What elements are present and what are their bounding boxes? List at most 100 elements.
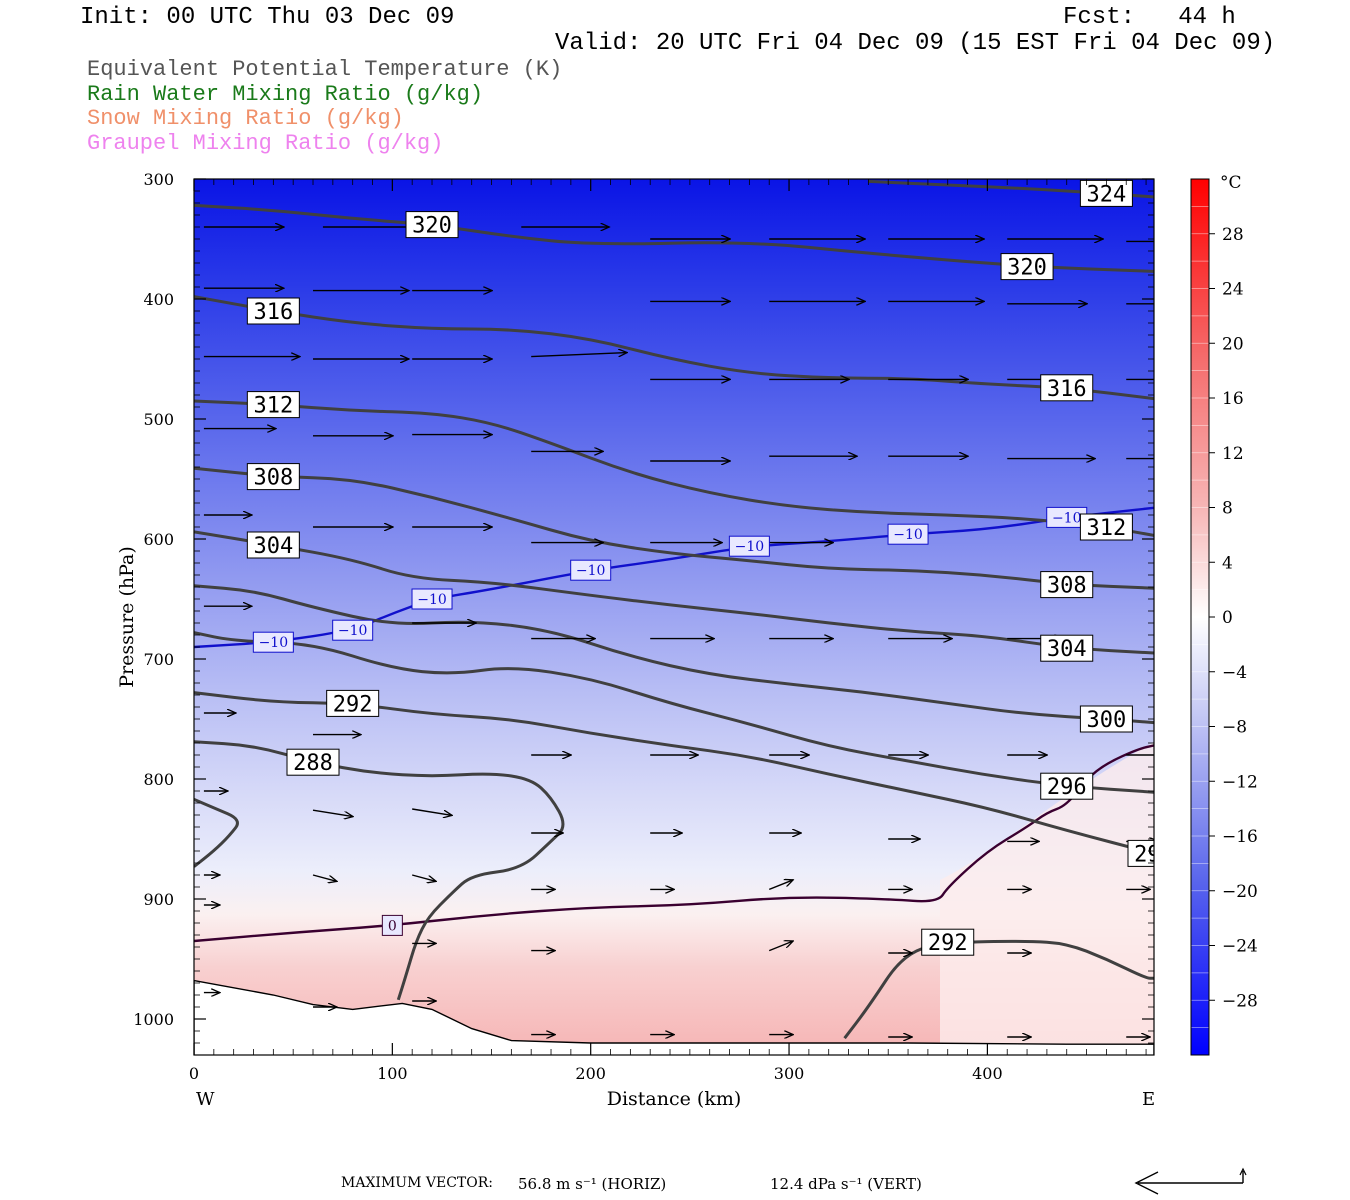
theta-e-label-box <box>1040 772 1094 800</box>
theta-e-label: 308 <box>1047 574 1087 599</box>
colorbar-tick-label: 24 <box>1222 280 1244 300</box>
y-tick-label: 700 <box>143 650 174 669</box>
y-tick-label: 900 <box>143 890 174 909</box>
y-tick-label: 800 <box>143 770 174 789</box>
cross-section-chart: 0 −10 −10 −10 −10 −10 −10 −10 324 320 320 316 316 312… <box>116 170 1258 1110</box>
forecast-hour-label: Fcst: 44 h <box>1063 4 1236 31</box>
theta-e-contour-320 <box>194 203 1154 273</box>
theta-e-label-box <box>1040 571 1094 599</box>
theta-e-label: 308 <box>253 466 293 491</box>
isotherm-label: −10 <box>417 592 447 608</box>
wind-vector <box>412 874 436 881</box>
theta-e-label-box <box>246 463 300 491</box>
x-axis-east-label: E <box>1142 1089 1155 1110</box>
legend-theta-e: Equivalent Potential Temperature (K) <box>87 57 563 82</box>
theta-e-label-box <box>405 211 459 239</box>
max-vector-label: MAXIMUM VECTOR: <box>341 1175 493 1191</box>
theta-e-contour-unlabeled <box>194 798 239 868</box>
isotherm-label: −10 <box>893 527 923 543</box>
y-tick-label: 300 <box>143 170 174 189</box>
isotherm-label-box <box>381 914 403 936</box>
legend-snow: Snow Mixing Ratio (g/kg) <box>87 106 404 131</box>
theta-e-label: 304 <box>1047 637 1087 662</box>
theta-e-label: 292 <box>928 931 968 956</box>
valid-time-label: Valid: 20 UTC Fri 04 Dec 09 (15 EST Fri … <box>555 30 1276 57</box>
y-axis-label: Pressure (hPa) <box>116 546 138 688</box>
theta-e-contour-308 <box>194 466 1154 590</box>
theta-e-label: 292 <box>333 692 373 717</box>
isotherm-label: 0 <box>388 918 397 934</box>
wind-vector <box>412 808 452 815</box>
theta-e-label-box <box>326 689 380 717</box>
theta-e-label: 316 <box>253 300 293 325</box>
x-tick-label: 200 <box>575 1064 606 1083</box>
colorbar-tick-label: 20 <box>1222 334 1244 354</box>
isotherm-label: −10 <box>259 635 289 651</box>
colorbar-tick-label: 28 <box>1222 225 1244 245</box>
wind-vector <box>312 874 337 881</box>
isotherm-label-box <box>252 631 294 653</box>
isotherm-label: −10 <box>735 539 765 555</box>
wind-vector <box>768 941 793 952</box>
x-tick-label: 0 <box>189 1064 199 1083</box>
wind-vector <box>768 880 793 891</box>
isotherm-label-box <box>332 619 374 641</box>
wind-vector <box>531 353 627 358</box>
x-tick-label: 400 <box>972 1064 1003 1083</box>
wind-vector <box>312 809 353 816</box>
theta-e-label-box <box>1079 705 1133 733</box>
theta-e-label: 320 <box>412 214 452 239</box>
init-time-label: Init: 00 UTC Thu 03 Dec 09 <box>80 4 455 31</box>
theta-e-contour-312 <box>194 399 1154 537</box>
colorbar-tick-label: −16 <box>1222 827 1258 847</box>
theta-e-contour-296 <box>194 631 1154 794</box>
y-tick-label: 1000 <box>133 1010 174 1029</box>
colorbar-tick-label: 12 <box>1222 444 1244 464</box>
reference-vector-icon <box>1134 1167 1247 1195</box>
x-tick-label: 100 <box>377 1064 408 1083</box>
isotherm-label: −10 <box>576 563 606 579</box>
plot-frame <box>193 178 1155 1056</box>
theta-e-contour-292 <box>843 939 1154 1040</box>
colorbar-tick-label: 4 <box>1222 553 1233 573</box>
colorbar-tick-label: −28 <box>1222 991 1258 1011</box>
isotherm-label-box <box>570 559 612 581</box>
theta-e-contour-layer <box>194 179 1154 1040</box>
max-vector-vert: 12.4 dPa s⁻¹ (VERT) <box>770 1175 922 1193</box>
theta-e-contour-300 <box>194 584 1154 725</box>
theta-e-contour-316 <box>194 295 1154 401</box>
colorbar-tick-label: 0 <box>1222 608 1233 628</box>
theta-e-label-box <box>286 748 340 776</box>
colorbar-frame <box>1190 178 1210 1056</box>
colorbar-tick-label: 8 <box>1222 499 1233 519</box>
isotherm-label: −10 <box>338 623 368 639</box>
colorbar-tick-label: 16 <box>1222 389 1244 409</box>
theta-e-label: 300 <box>1087 708 1127 733</box>
colorbar-ticks: 28 24 20 16 12 8 4 0 −4 −8 −12 −16 −20 −24 −28 <box>1190 178 1258 1056</box>
theta-e-label-box <box>1079 513 1133 541</box>
isotherm-label: −10 <box>1052 510 1082 526</box>
y-tick-label: 500 <box>143 410 174 429</box>
contour-label-layer: 0 −10 −10 −10 −10 −10 −10 −10 324 320 320 316 316 312… <box>246 179 1174 956</box>
theta-e-contour-304 <box>194 530 1154 655</box>
isotherm-label-box <box>887 523 929 545</box>
theta-e-label: 304 <box>253 534 293 559</box>
warm-east-region <box>940 742 1154 1055</box>
theta-e-label: 316 <box>1047 377 1087 402</box>
wind-vector-layer <box>203 227 1154 1037</box>
theta-e-label-box <box>246 531 300 559</box>
colorbar-tick-label: −20 <box>1222 882 1258 902</box>
colorbar-tick-label: −24 <box>1222 937 1258 957</box>
legend-graupel: Graupel Mixing Ratio (g/kg) <box>87 131 444 156</box>
theta-e-label-box <box>1000 253 1054 281</box>
axis-layer: 300 400 500 600 700 800 900 1000 0 100 200 300 400 <box>133 170 1154 1083</box>
colorbar-tick-label: −8 <box>1222 718 1247 738</box>
y-tick-label: 600 <box>143 530 174 549</box>
isotherm-label-box <box>728 535 770 557</box>
theta-e-label: 312 <box>253 394 293 419</box>
theta-e-label: 292 <box>1134 842 1174 867</box>
isotherm-label-box <box>411 588 453 610</box>
legend-rain: Rain Water Mixing Ratio (g/kg) <box>87 82 484 107</box>
theta-e-label: 288 <box>293 751 333 776</box>
theta-e-label-box <box>1040 374 1094 402</box>
